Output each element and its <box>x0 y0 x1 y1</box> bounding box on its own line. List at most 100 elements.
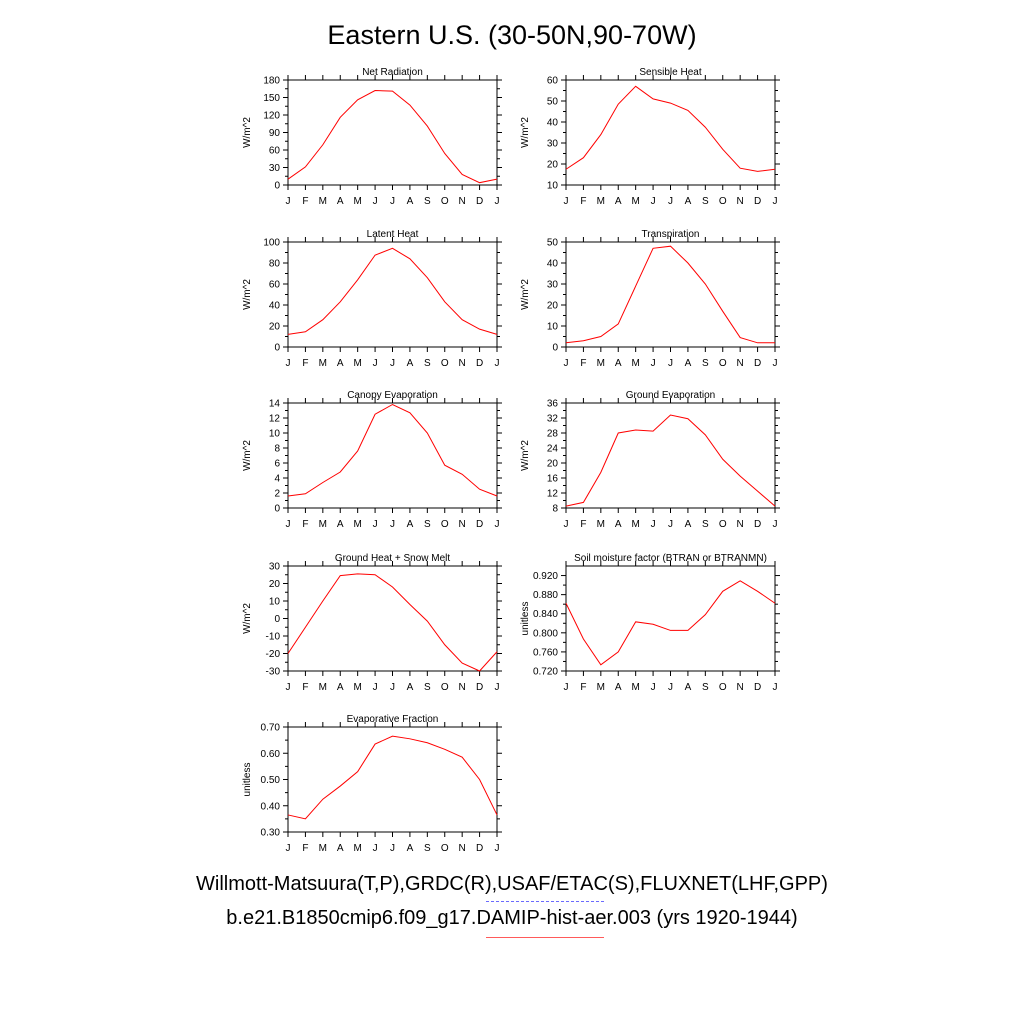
plot-frame <box>287 402 498 509</box>
x-tick-label: O <box>441 519 449 530</box>
x-tick-label: M <box>319 358 327 369</box>
x-tick-label: J <box>773 196 778 207</box>
x-tick-label: N <box>737 519 744 530</box>
x-tick-label: J <box>390 519 395 530</box>
y-tick-label: -20 <box>266 649 281 660</box>
x-tick-label: M <box>597 358 605 369</box>
x-tick-label: A <box>615 519 622 530</box>
x-tick-label: D <box>476 519 483 530</box>
x-tick-label: F <box>580 196 586 207</box>
y-tick-label: 90 <box>269 128 281 139</box>
x-tick-label: J <box>373 682 378 693</box>
x-tick-label: A <box>337 519 344 530</box>
x-tick-label: J <box>668 519 673 530</box>
y-axis-label: unitless <box>242 763 253 797</box>
panel-title: Canopy Evaporation <box>347 390 438 401</box>
y-tick-label: 10 <box>547 181 559 192</box>
y-tick-label: 30 <box>269 562 281 573</box>
x-tick-label: D <box>476 843 483 854</box>
x-tick-label: J <box>773 519 778 530</box>
panel-title: Transpiration <box>642 229 700 240</box>
x-tick-label: J <box>390 358 395 369</box>
x-tick-label: J <box>651 196 656 207</box>
y-tick-label: 50 <box>547 238 559 249</box>
x-tick-label: O <box>719 682 727 693</box>
y-tick-label: -30 <box>266 667 281 678</box>
x-tick-label: A <box>407 682 414 693</box>
y-tick-label: 80 <box>269 259 281 270</box>
y-tick-label: 28 <box>547 429 559 440</box>
x-tick-label: J <box>651 682 656 693</box>
x-tick-label: A <box>337 682 344 693</box>
x-tick-label: J <box>286 196 291 207</box>
x-tick-label: J <box>564 196 569 207</box>
x-tick-label: F <box>580 358 586 369</box>
y-tick-label: 0.40 <box>261 801 281 812</box>
series-line-model <box>287 403 498 497</box>
x-tick-label: O <box>441 358 449 369</box>
series-line-model <box>565 580 776 666</box>
figure-title: Eastern U.S. (30-50N,90-70W) <box>327 20 697 50</box>
y-tick-label: 20 <box>269 579 281 590</box>
y-tick-label: 0.800 <box>533 628 558 639</box>
panel-soil-moisture-factor: J F M A M J J A S O N D J0.7200.7600.8000.8400.8800.… <box>520 553 780 693</box>
panel-transpiration: J F M A M J J A S O N D J01020304050TranspirationW/m… <box>520 229 780 369</box>
y-tick-label: 100 <box>263 238 280 249</box>
y-tick-label: 40 <box>269 301 281 312</box>
x-tick-label: M <box>353 358 361 369</box>
x-tick-label: M <box>353 682 361 693</box>
plot-frame <box>565 241 776 348</box>
x-tick-label: M <box>631 196 639 207</box>
x-tick-label: S <box>424 196 431 207</box>
x-tick-label: D <box>754 519 761 530</box>
x-tick-label: A <box>685 682 692 693</box>
x-tick-label: S <box>424 682 431 693</box>
y-axis-label: W/m^2 <box>242 117 253 148</box>
x-tick-label: S <box>424 358 431 369</box>
y-tick-label: 30 <box>547 139 559 150</box>
y-tick-label: 40 <box>547 118 559 129</box>
y-axis-label: W/m^2 <box>242 440 253 471</box>
x-tick-label: M <box>631 682 639 693</box>
y-tick-label: 40 <box>547 259 559 270</box>
x-tick-label: J <box>495 843 500 854</box>
x-tick-label: F <box>302 682 308 693</box>
series-line-model <box>287 247 498 335</box>
legend-model-label: b.e21.B1850cmip6.f09_g17.DAMIP-hist-aer.… <box>226 907 798 929</box>
y-tick-label: 20 <box>547 301 559 312</box>
x-tick-label: M <box>353 196 361 207</box>
x-tick-label: O <box>441 843 449 854</box>
y-tick-label: 30 <box>547 280 559 291</box>
x-tick-label: M <box>319 519 327 530</box>
y-tick-label: 6 <box>274 459 280 470</box>
x-tick-label: J <box>390 843 395 854</box>
x-tick-label: A <box>685 196 692 207</box>
series-line-model <box>287 573 498 672</box>
y-tick-label: 0.920 <box>533 571 558 582</box>
x-tick-label: O <box>441 196 449 207</box>
y-tick-label: 12 <box>547 489 559 500</box>
x-tick-label: F <box>302 843 308 854</box>
y-tick-label: 0.50 <box>261 775 281 786</box>
x-tick-label: M <box>353 519 361 530</box>
y-axis-label: W/m^2 <box>520 440 531 471</box>
x-tick-label: N <box>459 519 466 530</box>
x-tick-label: S <box>702 358 709 369</box>
x-tick-label: J <box>668 196 673 207</box>
x-tick-label: D <box>476 196 483 207</box>
y-tick-label: 120 <box>263 111 280 122</box>
x-tick-label: S <box>424 519 431 530</box>
y-tick-label: 10 <box>547 322 559 333</box>
x-tick-label: A <box>407 843 414 854</box>
x-tick-label: J <box>495 519 500 530</box>
series-line-model <box>287 89 498 184</box>
x-tick-label: F <box>580 519 586 530</box>
x-tick-label: J <box>651 358 656 369</box>
y-tick-label: 0 <box>274 181 280 192</box>
x-tick-label: A <box>407 196 414 207</box>
